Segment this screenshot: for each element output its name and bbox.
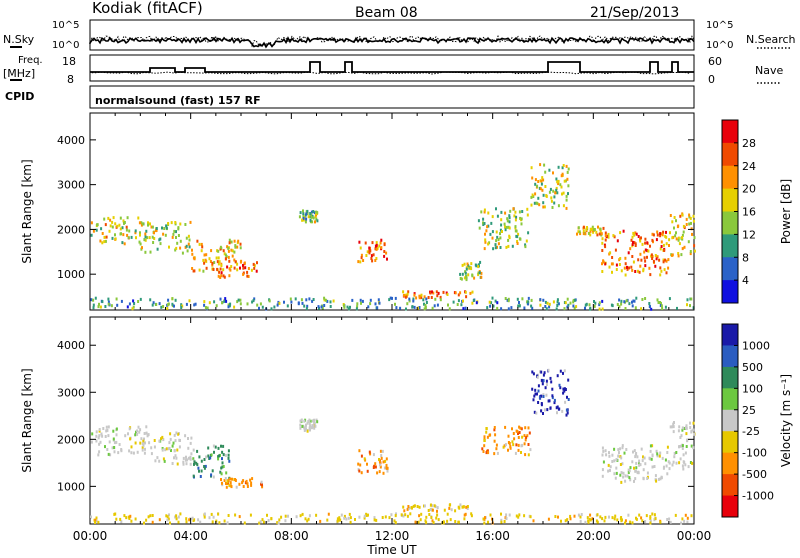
velocity-panel-colorbar-tick: 1000: [742, 339, 770, 352]
nsearch-tick-high: 10^5: [706, 20, 733, 31]
nsky-trace: [89, 36, 695, 49]
velocity-panel-colorbar-seg: [722, 345, 738, 368]
freq-tick-low: 8: [67, 73, 74, 86]
velocity-panel-colorbar-seg: [722, 431, 738, 454]
power-panel-colorbar-tick: 8: [742, 251, 749, 264]
velocity-panel-ytick-label: 3000: [57, 386, 85, 399]
cpid-strip-frame: [89, 85, 695, 109]
power-panel-ytick-label: 4000: [57, 134, 85, 147]
beam-title: Beam 08: [355, 5, 418, 21]
velocity-panel-colorbar-seg: [722, 452, 738, 475]
velocity-panel-xtick-label: 00:00: [73, 529, 108, 543]
nave-trace: [89, 71, 691, 75]
nsky-label: N.Sky: [3, 33, 35, 46]
velocity-panel-colorbar-label: Velocity [m s⁻¹]: [779, 374, 793, 467]
velocity-panel: 1000 2000 3000 4000 Slant Range [km] 1000 500 1…: [20, 316, 793, 557]
velocity-panel-xtick-label: 00:00: [677, 529, 712, 543]
nsky-tick-low: 10^0: [52, 40, 79, 51]
velocity-panel-colorbar-tick: -100: [742, 447, 767, 460]
freq-strip-frame: [89, 54, 695, 82]
power-panel-colorbar-seg: [722, 142, 738, 167]
power-panel-colorbar-tick: 20: [742, 183, 756, 196]
freq-unit: [MHz]: [3, 67, 35, 80]
velocity-panel-ytick-label: 4000: [57, 339, 85, 352]
velocity-panel-colorbar-tick: 100: [742, 382, 763, 395]
velocity-panel-ylabel: Slant Range [km]: [20, 368, 34, 472]
velocity-panel-ytick-label: 1000: [57, 480, 85, 493]
power-panel-frame: [89, 112, 695, 311]
station-title: Kodiak (fitACF): [92, 0, 203, 17]
velocity-panel-colorbar-tick: 25: [742, 404, 756, 417]
velocity-panel-colorbar-seg: [722, 495, 738, 518]
power-panel-colorbar-tick: 12: [742, 228, 756, 241]
power-panel-colorbar-seg: [722, 188, 738, 212]
nave-tick-low: 0: [708, 73, 715, 86]
power-panel-colorbar-seg: [722, 165, 738, 190]
velocity-panel-colorbar-tick: -1000: [742, 490, 774, 503]
velocity-panel-colorbar-seg: [722, 324, 738, 346]
velocity-panel-data: [90, 368, 696, 525]
velocity-panel-xtick-label: 16:00: [475, 529, 510, 543]
power-panel-colorbar-tick: 16: [742, 206, 756, 219]
nsearch-tick-low: 10^0: [706, 40, 733, 51]
nave-label: Nave: [755, 64, 783, 77]
velocity-panel-colorbar-seg: [722, 474, 738, 497]
velocity-panel-colorbar-seg: [722, 388, 738, 411]
velocity-panel-xtick-label: 04:00: [173, 529, 208, 543]
nsearch-label: N.Search: [746, 33, 796, 46]
velocity-panel-colorbar-frame: [721, 323, 739, 518]
power-panel-colorbar-seg: [722, 257, 738, 281]
velocity-panel-colorbar-tick: -500: [742, 468, 767, 481]
velocity-panel-colorbar-seg: [722, 409, 738, 432]
freq-trace: [90, 61, 694, 73]
power-panel-colorbar-seg: [722, 280, 738, 304]
date-title: 21/Sep/2013: [590, 5, 679, 21]
velocity-panel-frame: [89, 316, 695, 525]
cpid-value: normalsound (fast) 157 RF: [95, 94, 261, 107]
power-panel-ytick-label: 3000: [57, 179, 85, 192]
power-panel-colorbar-seg: [722, 211, 738, 235]
nsky-tick-high: 10^5: [52, 20, 79, 31]
velocity-panel-xtick-label: 08:00: [274, 529, 309, 543]
power-panel-colorbar-seg: [722, 234, 738, 258]
power-panel-ytick-label: 2000: [57, 223, 85, 236]
power-panel: 1000 2000 3000 4000 Slant Range [km] 28 24 20 16…: [20, 112, 793, 311]
freq-tick-high: 18: [62, 55, 76, 68]
nave-tick-high: 60: [708, 55, 722, 68]
velocity-panel-colorbar-tick: 500: [742, 361, 763, 374]
power-panel-colorbar-tick: 4: [742, 274, 749, 287]
nsky-strip-frame: [89, 19, 695, 51]
power-panel-colorbar-seg: [722, 120, 738, 144]
velocity-panel-xtick-label: 20:00: [576, 529, 611, 543]
velocity-panel-xlabel: Time UT: [366, 543, 417, 554]
power-panel-ylabel: Slant Range [km]: [20, 159, 34, 263]
cpid-label: CPID: [5, 90, 34, 103]
power-panel-colorbar-tick: 24: [742, 160, 756, 173]
velocity-panel-xtick-label: 12:00: [375, 529, 410, 543]
velocity-panel-ytick-label: 2000: [57, 433, 85, 446]
power-panel-colorbar-label: Power [dB]: [779, 179, 793, 244]
power-panel-ytick-label: 1000: [57, 268, 85, 281]
nsearch-trace: [89, 34, 695, 48]
velocity-panel-colorbar-tick: -25: [742, 425, 760, 438]
power-panel-data: [90, 163, 696, 311]
velocity-panel-colorbar-seg: [722, 366, 738, 389]
freq-label: Freq.: [18, 55, 43, 66]
power-panel-colorbar-tick: 28: [742, 137, 756, 150]
